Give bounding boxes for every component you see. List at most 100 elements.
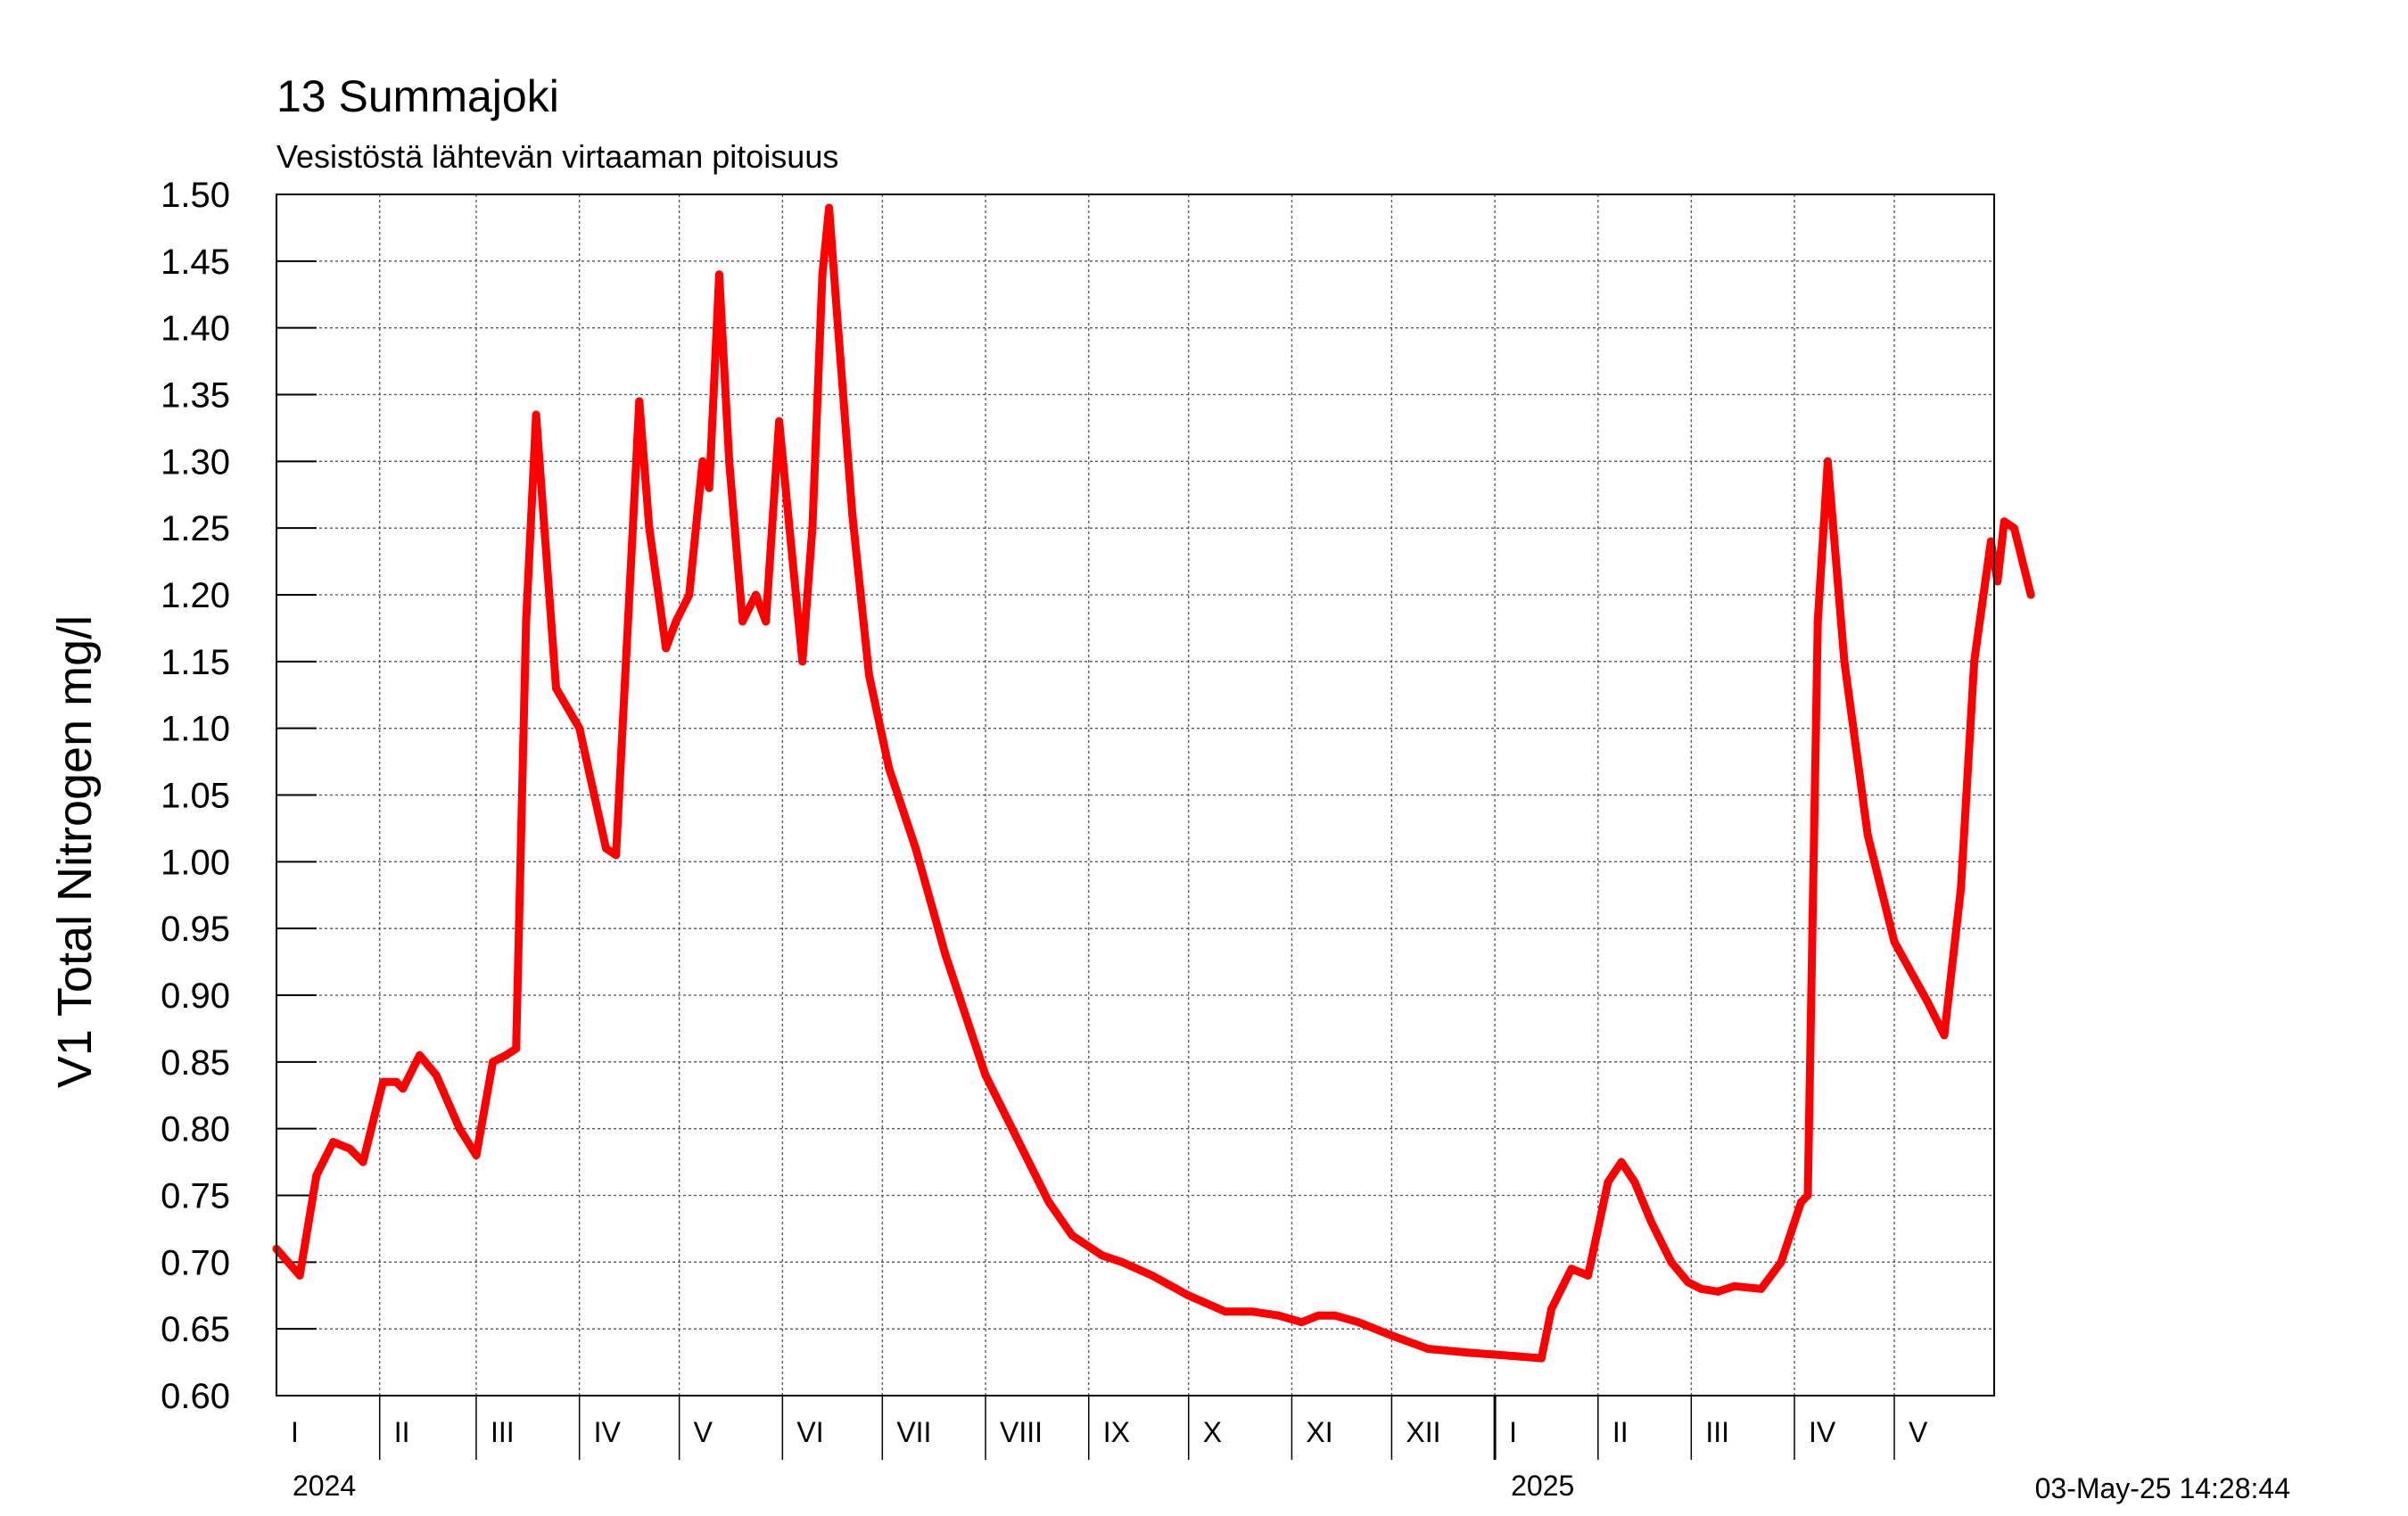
x-month-label: I <box>291 1416 299 1448</box>
data-point <box>502 1050 510 1059</box>
y-axis-ticks: 0.60 0.65 0.70 0.75 0.80 0.85 0.90 0.95 1.00 1.05… <box>161 176 317 1416</box>
data-point <box>1604 1178 1612 1186</box>
data-point <box>981 1071 990 1080</box>
x-month-label: V <box>1909 1416 1928 1448</box>
y-tick-label: 0.65 <box>161 1310 230 1349</box>
data-point <box>1684 1278 1693 1287</box>
data-point <box>1098 1251 1107 1260</box>
x-month-label: VII <box>896 1416 931 1448</box>
data-point <box>1331 1311 1340 1320</box>
data-point <box>698 457 707 466</box>
data-point <box>1813 617 1822 626</box>
grid <box>276 194 1994 1396</box>
x-year-label: 2024 <box>293 1470 356 1502</box>
data-point <box>472 1151 481 1160</box>
x-month-label: II <box>1612 1416 1629 1448</box>
data-point <box>1424 1345 1432 1354</box>
data-point <box>714 270 723 279</box>
data-point <box>575 724 584 733</box>
series-layer <box>272 203 2035 1363</box>
data-point <box>455 1125 464 1133</box>
data-point <box>725 457 734 466</box>
timestamp: 03-May-25 14:28:44 <box>2035 1472 2290 1504</box>
data-point <box>1567 1265 1576 1273</box>
data-point <box>941 951 950 960</box>
data-point <box>1863 830 1872 839</box>
data-point <box>1617 1158 1626 1166</box>
data-point <box>602 844 610 853</box>
x-month-label: X <box>1203 1416 1222 1448</box>
data-point <box>625 590 634 599</box>
data-point <box>1940 1031 1949 1040</box>
y-tick-label: 1.05 <box>161 777 230 816</box>
data-point <box>1697 1284 1705 1293</box>
data-point <box>1970 657 1979 666</box>
x-month-label: VI <box>796 1416 823 1448</box>
data-point <box>835 337 844 346</box>
x-month-label: IX <box>1103 1416 1130 1448</box>
chart-title: 13 Summajoki <box>276 71 559 121</box>
y-tick-label: 1.00 <box>161 843 230 882</box>
data-point <box>1993 577 2002 586</box>
data-point <box>672 617 680 626</box>
data-point <box>552 684 560 693</box>
data-point <box>885 764 894 773</box>
y-tick-label: 1.30 <box>161 442 230 482</box>
x-month-label: V <box>694 1416 713 1448</box>
data-point <box>762 617 771 626</box>
y-tick-label: 1.20 <box>161 576 230 615</box>
data-point <box>345 1144 354 1153</box>
data-point <box>2009 523 2018 532</box>
data-point <box>532 410 540 419</box>
data-point <box>612 851 621 860</box>
data-point <box>1840 657 1849 666</box>
x-month-label: IV <box>1809 1416 1836 1448</box>
data-point <box>512 1044 521 1053</box>
x-month-label: II <box>394 1416 410 1448</box>
data-point <box>635 397 644 406</box>
y-tick-label: 0.95 <box>161 910 230 949</box>
x-month-label: III <box>491 1416 515 1448</box>
data-point <box>645 523 654 532</box>
data-point <box>1986 537 1995 546</box>
data-point <box>295 1271 304 1280</box>
data-point <box>416 1050 424 1059</box>
data-point <box>1823 457 1832 466</box>
y-tick-label: 1.25 <box>161 509 230 548</box>
data-point <box>1957 884 1966 893</box>
x-year-label: 2025 <box>1511 1470 1574 1502</box>
data-point <box>1248 1307 1257 1316</box>
y-tick-label: 1.50 <box>161 176 230 215</box>
data-point <box>1547 1305 1556 1314</box>
data-point <box>864 671 873 680</box>
y-tick-label: 0.75 <box>161 1177 230 1216</box>
y-tick-label: 0.70 <box>161 1243 230 1282</box>
data-point <box>705 483 713 492</box>
data-point <box>825 203 834 212</box>
y-tick-label: 1.40 <box>161 309 230 349</box>
data-point <box>392 1077 400 1086</box>
data-point <box>1730 1281 1739 1290</box>
x-month-label: III <box>1705 1416 1729 1448</box>
data-point <box>1354 1318 1363 1327</box>
data-point <box>1011 1131 1020 1140</box>
data-point <box>1044 1198 1053 1207</box>
data-point <box>1537 1354 1546 1363</box>
data-point <box>798 657 807 666</box>
data-point <box>359 1158 367 1166</box>
y-tick-label: 1.45 <box>161 243 230 282</box>
data-point <box>775 416 784 425</box>
data-point <box>1467 1348 1476 1357</box>
x-month-label: IV <box>594 1416 622 1448</box>
data-point <box>1797 1198 1805 1207</box>
data-point <box>2000 517 2008 526</box>
y-tick-label: 0.60 <box>161 1377 230 1416</box>
data-point <box>1184 1291 1193 1300</box>
data-point <box>2026 590 2035 599</box>
data-point <box>1221 1307 1230 1316</box>
data-point <box>1298 1318 1307 1327</box>
data-point <box>1713 1287 1722 1296</box>
data-point <box>1068 1231 1076 1240</box>
